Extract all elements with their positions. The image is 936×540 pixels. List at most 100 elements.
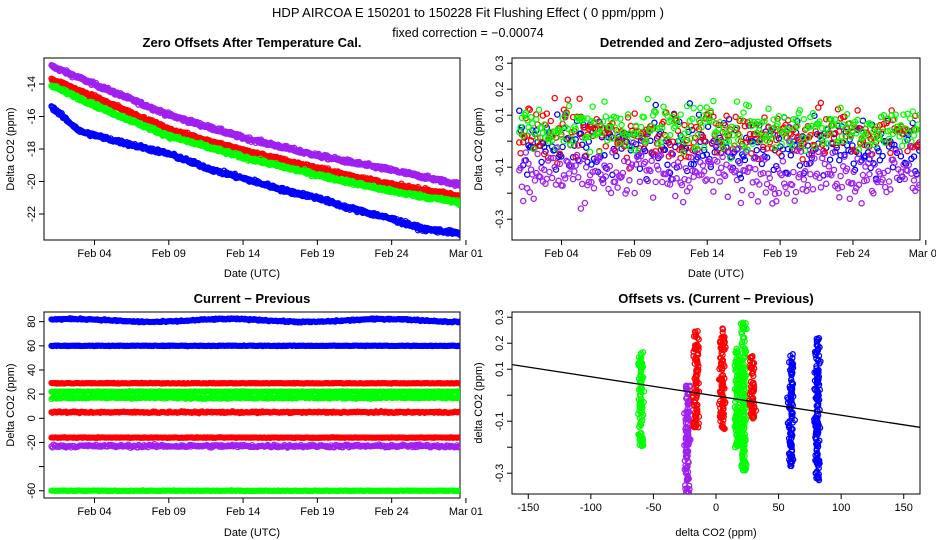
data-point xyxy=(522,149,530,156)
data-point xyxy=(631,146,638,154)
data-point xyxy=(703,104,711,111)
data-point xyxy=(523,171,531,178)
data-point xyxy=(645,166,653,173)
data-point xyxy=(555,177,562,185)
data-point xyxy=(658,178,666,186)
data-point xyxy=(801,147,809,155)
data-point xyxy=(771,144,779,151)
data-point xyxy=(905,161,913,169)
data-point xyxy=(669,138,676,145)
data-point xyxy=(790,168,797,176)
data-point xyxy=(648,123,655,130)
data-point xyxy=(887,186,894,193)
data-point xyxy=(585,133,593,140)
data-point xyxy=(832,116,839,123)
data-point xyxy=(517,149,524,157)
data-point xyxy=(732,113,739,121)
data-point xyxy=(572,125,579,133)
data-point xyxy=(700,137,708,144)
data-point xyxy=(698,124,705,131)
data-point xyxy=(627,147,635,154)
data-point xyxy=(581,135,589,142)
data-point xyxy=(679,149,687,156)
plot-frame xyxy=(43,311,461,499)
data-point xyxy=(817,184,825,191)
data-point xyxy=(900,111,907,118)
data-point xyxy=(759,146,767,154)
x-tick-label: Feb 19 xyxy=(763,248,797,260)
data-point xyxy=(874,123,881,130)
data-point xyxy=(884,167,892,175)
data-point xyxy=(456,200,460,207)
data-point xyxy=(588,161,595,168)
data-point xyxy=(687,154,695,161)
data-point xyxy=(906,143,914,150)
data-point xyxy=(805,160,813,168)
panel-title: Current − Previous xyxy=(194,291,311,306)
data-point xyxy=(550,132,557,139)
data-point xyxy=(771,190,779,198)
data-point xyxy=(590,184,598,192)
panel-title: Detrended and Zero−adjusted Offsets xyxy=(600,35,832,50)
data-point xyxy=(780,113,788,121)
data-point xyxy=(564,158,572,166)
data-point xyxy=(588,178,595,186)
data-point xyxy=(584,115,591,122)
data-point xyxy=(516,139,523,146)
data-point xyxy=(790,116,797,123)
data-point xyxy=(800,116,808,123)
data-point xyxy=(874,178,881,186)
data-point xyxy=(704,123,712,130)
data-point xyxy=(745,122,753,129)
data-point xyxy=(655,133,662,140)
data-point xyxy=(787,152,795,159)
y-tick-label: 0.1 xyxy=(494,108,506,123)
data-point xyxy=(867,121,874,128)
data-point xyxy=(857,158,864,166)
data-point xyxy=(800,176,808,183)
data-point xyxy=(759,143,767,151)
data-point xyxy=(799,156,806,163)
data-point xyxy=(456,231,460,238)
data-point xyxy=(725,138,733,145)
data-point xyxy=(560,138,568,145)
data-point xyxy=(820,139,827,147)
data-point xyxy=(656,153,663,160)
y-tick-label: 20 xyxy=(26,388,38,400)
data-point xyxy=(694,131,701,139)
x-tick-label: Feb 04 xyxy=(77,506,111,518)
data-point xyxy=(651,107,658,115)
data-point xyxy=(548,174,556,182)
data-point xyxy=(774,165,781,173)
data-point xyxy=(756,127,763,134)
data-point xyxy=(757,137,764,144)
data-point xyxy=(850,160,857,167)
data-point xyxy=(794,122,801,130)
data-point xyxy=(683,102,691,110)
data-point xyxy=(836,128,843,135)
data-point xyxy=(740,153,747,160)
data-point xyxy=(622,138,629,145)
data-point xyxy=(689,115,696,122)
y-tick-label: -20 xyxy=(26,434,38,450)
data-point xyxy=(664,161,671,169)
data-point xyxy=(597,123,604,130)
data-point xyxy=(589,103,596,110)
data-point xyxy=(754,155,762,163)
data-point xyxy=(711,130,718,138)
data-point xyxy=(689,167,696,175)
data-point xyxy=(620,157,628,165)
data-point xyxy=(568,130,575,138)
data-point xyxy=(782,134,789,141)
data-point xyxy=(662,133,670,140)
data-point xyxy=(850,168,857,176)
data-point xyxy=(598,129,606,136)
data-point xyxy=(770,116,777,123)
data-point xyxy=(586,148,594,156)
data-point xyxy=(786,137,793,144)
data-point xyxy=(631,189,638,197)
x-tick-label: Feb 09 xyxy=(617,248,651,260)
data-point xyxy=(736,171,743,178)
data-point xyxy=(592,167,599,175)
